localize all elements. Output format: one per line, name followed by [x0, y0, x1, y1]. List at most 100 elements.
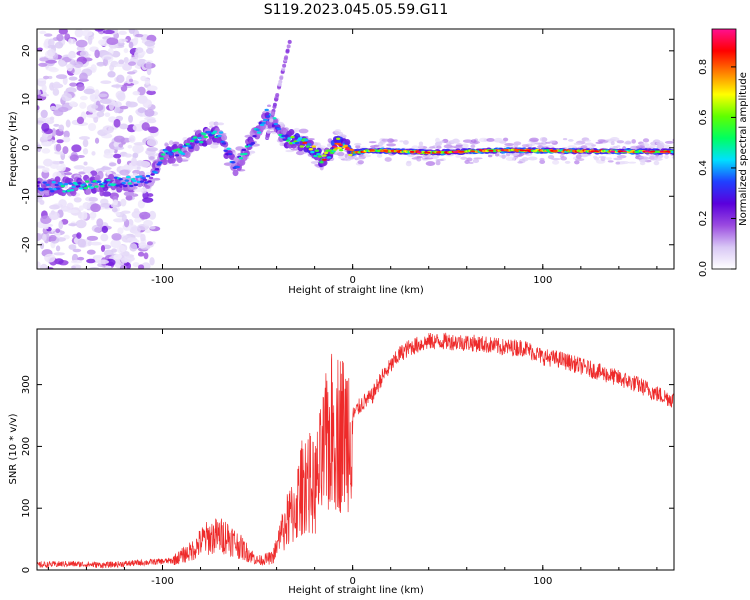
spectrogram-ridge-core: [81, 183, 87, 186]
spectrogram-noise-blob: [149, 226, 156, 230]
spectrogram-peak: [344, 148, 350, 151]
spectrogram-noise-blob: [96, 218, 104, 227]
spectrogram-peak: [503, 149, 509, 152]
spectrogram-ridge-core: [264, 108, 269, 112]
spectrogram-ridge-core: [203, 135, 209, 139]
spectrogram-noise-blob: [96, 61, 105, 67]
spectrogram-halo-blob: [539, 159, 546, 165]
spectrogram-noise-blob: [56, 139, 64, 144]
spectrogram-streak-blob: [265, 133, 270, 138]
spectrogram-noise-blob: [149, 156, 155, 160]
spectrogram-ytick-label: 0: [21, 145, 32, 151]
spectrogram-ridge-core: [238, 156, 244, 160]
spectrogram-noise-blob: [119, 123, 129, 130]
spectrogram-noise-blob: [51, 128, 57, 137]
spectrogram-noise-blob: [54, 151, 65, 155]
spectrogram-noise-blob: [49, 204, 60, 210]
spectrogram-peak: [552, 149, 558, 152]
spectrogram-noise-blob: [113, 135, 125, 143]
spectrogram-noise-blob: [93, 115, 99, 123]
spectrogram-peak: [513, 149, 519, 152]
spectrogram-noise-blob: [111, 248, 118, 253]
spectrogram-ridge-core: [261, 121, 266, 125]
spectrogram-noise-blob: [63, 130, 70, 139]
spectrogram-peak: [650, 150, 656, 153]
spectrogram-xtick-label: 100: [533, 275, 552, 286]
spectrogram-ridge-core: [63, 183, 69, 186]
spectrogram-noise-blob: [102, 125, 114, 134]
spectrogram-noise-blob: [53, 252, 65, 256]
spectrogram-halo-blob: [173, 142, 179, 145]
spectrogram-ridge-core: [218, 131, 224, 134]
spectrogram-noise-blob: [41, 141, 52, 147]
spectrogram-halo-blob: [357, 160, 364, 165]
spectrogram-noise-blob: [96, 111, 105, 118]
spectrogram-noise-blob: [147, 193, 154, 198]
spectrogram-noise-blob: [126, 71, 136, 75]
spectrogram-halo-blob: [487, 154, 493, 158]
spectrogram-halo-blob: [462, 139, 473, 143]
spectrogram-ridge-core: [126, 175, 131, 179]
spectrogram-noise-blob: [130, 157, 138, 167]
spectrogram-noise-blob: [115, 211, 121, 216]
spectrogram-noise-blob: [88, 122, 97, 131]
spectrogram-ridge-core: [304, 138, 309, 142]
spectrogram-noise-blob: [41, 122, 50, 132]
spectrogram-noise-blob: [112, 199, 118, 206]
spectrogram-noise-blob: [75, 39, 88, 48]
spectrogram-noise-blob: [89, 211, 97, 219]
spectrogram-noise-blob: [114, 101, 122, 108]
spectrogram-noise-blob: [39, 57, 49, 62]
spectrogram-noise-blob: [132, 123, 145, 132]
spectrogram-peak: [302, 141, 308, 144]
spectrogram-halo-blob: [399, 140, 404, 143]
spectrogram-ridge-core: [133, 183, 139, 187]
spectrogram-ridge-core: [180, 152, 186, 156]
spectrogram-noise-blob: [74, 29, 84, 38]
spectrogram-noise-blob: [86, 249, 96, 255]
spectrogram-ridge-core: [147, 180, 152, 183]
spectrogram-ridge-core: [310, 150, 315, 154]
spectrogram-ridge-outer: [85, 188, 92, 195]
spectrogram-noise-blob: [44, 253, 56, 263]
spectrogram-noise-blob: [55, 228, 61, 234]
spectrogram-noise-blob: [82, 202, 91, 210]
spectrogram-ridge-core: [231, 161, 236, 164]
spectrogram-noise-blob: [127, 237, 138, 242]
spectrogram-noise-blob: [60, 163, 66, 172]
colorbar-tick-label: 0.2: [698, 211, 709, 227]
spectrogram-ridge-core: [94, 185, 99, 188]
spectrogram-peak: [621, 150, 627, 153]
spectrogram-noise-blob: [90, 241, 102, 246]
spectrogram-noise-blob: [132, 172, 138, 177]
spectrogram-halo-blob: [605, 157, 613, 161]
spectrogram-noise-blob: [104, 112, 111, 118]
spectrogram-halo-blob: [384, 157, 392, 162]
spectrogram-noise-blob: [82, 148, 89, 155]
spectrogram-noise-blob: [140, 187, 148, 194]
spectrogram-ridge-core: [255, 128, 260, 132]
spectrogram-noise-blob: [64, 172, 73, 176]
spectrogram-ridge-core: [221, 142, 227, 145]
spectrogram-noise-blob: [55, 245, 61, 252]
spectrogram-halo-blob: [435, 141, 441, 146]
spectrogram-ridge-core: [123, 184, 128, 188]
spectrogram-streak-blob: [270, 111, 275, 116]
spectrogram-streak-blob: [281, 67, 286, 72]
spectrogram-noise-blob: [91, 151, 96, 156]
spectrogram-noise-blob: [37, 165, 46, 169]
spectrogram-noise-blob: [103, 56, 112, 60]
spectrogram-ridge-core: [305, 145, 310, 148]
spectrogram-halo-blob: [363, 154, 372, 158]
spectrogram-noise-blob: [134, 33, 144, 38]
spectrogram-noise-blob: [147, 126, 159, 134]
spectrogram-noise-blob: [37, 232, 42, 242]
spectrogram-noise-blob: [53, 123, 60, 127]
spectrogram-ridge-core: [139, 180, 145, 183]
spectrogram-noise-blob: [121, 210, 131, 214]
spectrogram-halo-blob: [494, 153, 500, 157]
spectrogram-halo-blob: [310, 161, 318, 164]
spectrogram-ylabel: Frequency (Hz): [8, 111, 19, 187]
spectrogram-halo-blob: [642, 138, 650, 143]
